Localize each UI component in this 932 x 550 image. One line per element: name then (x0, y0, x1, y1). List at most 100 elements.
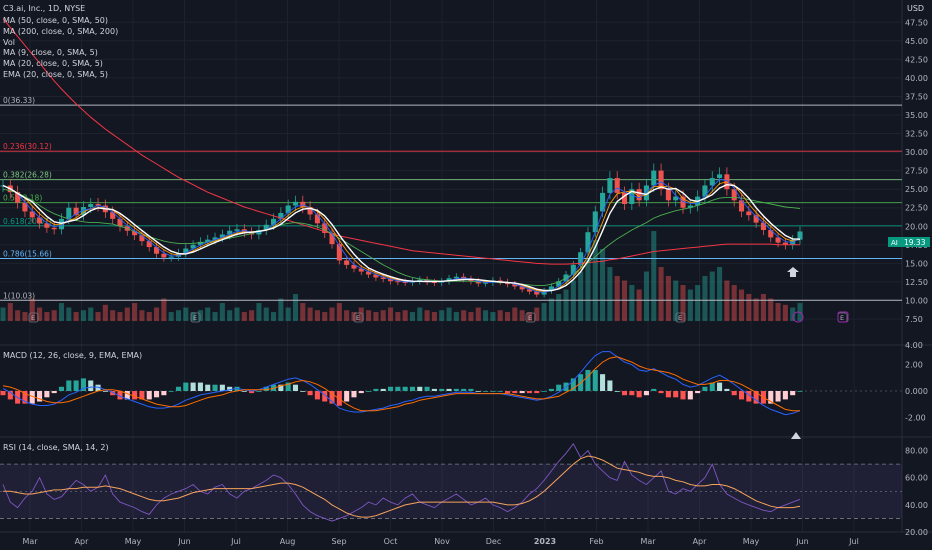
macd-histogram-bar (680, 391, 686, 400)
macd-histogram-bar (490, 391, 496, 392)
macd-histogram-bar (746, 391, 752, 402)
volume-bar (285, 307, 291, 322)
candle-body (797, 231, 803, 240)
volume-bar (600, 249, 606, 322)
candlestick-series (0, 163, 803, 298)
up-arrow-annotation[interactable] (787, 267, 799, 277)
candle-body (139, 235, 145, 242)
macd-up-arrow-annotation[interactable] (791, 432, 801, 439)
volume-bar (88, 307, 94, 322)
volume-bar (168, 312, 174, 322)
volume-bar (51, 310, 57, 322)
candle-body (183, 248, 189, 253)
macd-histogram-bar (358, 391, 364, 394)
fib-level-label: 0(36.33) (3, 96, 35, 105)
price-axis[interactable]: 4.007.5010.0012.5015.0017.5020.0022.5025… (905, 18, 928, 350)
macd-histogram-bar (731, 391, 737, 396)
earnings-marker[interactable] (190, 312, 201, 323)
legend-ma20[interactable]: MA (20, close, 0, SMA, 5) (3, 59, 103, 68)
candle-body (607, 178, 613, 193)
legend-ma50[interactable]: MA (50, close, 0, SMA, 50) (3, 16, 108, 25)
candle-body (358, 268, 364, 272)
macd-histogram-bar (738, 391, 745, 400)
candle-body (402, 281, 408, 283)
macd-histogram-bar (790, 391, 796, 396)
macd-histogram-bar (146, 391, 152, 400)
candle-body (66, 207, 72, 219)
candle-body (680, 196, 686, 208)
fibonacci-retracement[interactable]: 0(36.33) 0.236(30.12) 0.382(26.28) 0.5(23.1… (0, 96, 902, 301)
last-price-tag: AI 19.33 (888, 237, 930, 247)
candle-body (658, 170, 664, 190)
time-tick-label: Jul (230, 537, 241, 546)
time-tick-label: Feb (589, 537, 603, 546)
candle-body (717, 174, 723, 179)
price-tick-label: 12.50 (905, 278, 928, 287)
volume-bar (124, 307, 130, 322)
volume-bar (585, 258, 591, 322)
time-axis[interactable]: Mar Apr May Jun Jul Aug Sep Oct Nov Dec 2023 Feb Mar… (22, 537, 858, 546)
legend-ema20[interactable]: EMA (20, close, 0, SMA, 5) (3, 70, 108, 79)
volume-bar (139, 310, 145, 322)
price-tick-label: 35.00 (905, 111, 928, 120)
macd-histogram-bar (88, 380, 94, 391)
macd-histogram-bar (717, 382, 723, 391)
earnings-marker[interactable] (353, 312, 364, 323)
volume-bar (724, 280, 730, 322)
macd-histogram-bar (132, 391, 138, 400)
candle-body (548, 286, 554, 291)
macd-histogram-bar (687, 391, 693, 400)
macd-histogram-bar (37, 391, 43, 402)
time-tick-label: Apr (75, 537, 90, 546)
macd-axis[interactable]: 2.00 0.000 -2.00 (905, 361, 928, 423)
macd-histogram-bar (417, 386, 423, 391)
volume-bar (37, 307, 43, 322)
volume-bar (387, 307, 394, 322)
legend-ma9[interactable]: MA (9, close, 0, SMA, 5) (3, 48, 98, 57)
earnings-marker[interactable] (675, 312, 686, 323)
earnings-marker[interactable] (28, 312, 39, 323)
candle-body (292, 201, 299, 206)
macd-histogram-bar (139, 391, 145, 400)
time-tick-label: May (125, 537, 142, 546)
volume-bar (570, 280, 576, 322)
signal-line (2, 356, 800, 412)
macd-histogram-bar (643, 391, 649, 396)
volume-bar (336, 303, 342, 322)
macd-histogram-bar (161, 391, 167, 396)
macd-histogram-bar (446, 388, 452, 391)
macd-histogram-bar (154, 391, 160, 398)
main-legend[interactable]: C3.ai, Inc., 1D, NYSE MA (50, close, 0, … (3, 4, 118, 79)
rsi-legend[interactable]: RSI (14, close, SMA, 14, 2) (3, 443, 109, 452)
symbol-title[interactable]: C3.ai, Inc., 1D, NYSE (3, 4, 85, 13)
candle-body (344, 260, 350, 265)
macd-legend[interactable]: MACD (12, 26, close, 9, EMA, EMA) (3, 351, 142, 360)
volume-bar (760, 294, 766, 322)
macd-histogram-bar (651, 388, 657, 391)
time-tick-label: Jun (177, 537, 191, 546)
rsi-tick-label: 80.00 (905, 447, 928, 456)
rsi-axis[interactable]: 80.00 60.00 40.00 20.00 (905, 447, 928, 537)
volume-bar (614, 276, 620, 322)
earnings-letter: E (528, 314, 532, 322)
candle-body (154, 247, 160, 254)
candle-body (271, 218, 277, 225)
legend-ma200[interactable]: MA (200, close, 0, SMA, 200) (3, 27, 118, 36)
candle-body (117, 218, 123, 227)
macd-histogram-bar (424, 386, 430, 391)
macd-histogram-bar (212, 384, 218, 391)
upcoming-earnings-icon[interactable] (837, 311, 849, 323)
volume-bar (629, 285, 635, 322)
volume-bar (709, 271, 715, 322)
flash-event-icon[interactable] (792, 311, 804, 323)
macd-histogram-bar (73, 380, 79, 391)
macd-histogram-bar (629, 391, 635, 396)
legend-vol[interactable]: Vol (3, 38, 15, 47)
ma200-line (2, 18, 800, 265)
candle-body (73, 207, 79, 216)
macd-histogram-bar (51, 391, 57, 394)
earnings-marker[interactable] (525, 312, 536, 323)
